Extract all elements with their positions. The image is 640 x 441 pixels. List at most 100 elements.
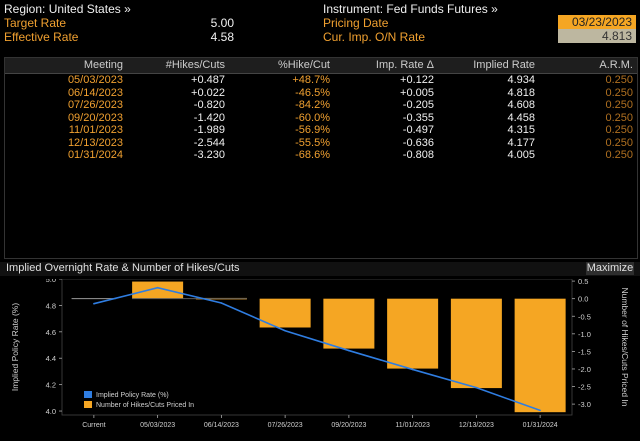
left-axis-tick-label: 4.2 bbox=[46, 381, 56, 390]
cell-meeting: 11/01/2023 bbox=[68, 124, 123, 136]
implied-rate-point bbox=[539, 409, 541, 412]
cell-meeting: 09/20/2023 bbox=[67, 111, 123, 124]
cell-implied-rate: 4.315 bbox=[507, 124, 535, 136]
cell-rate-delta: -0.355 bbox=[402, 111, 434, 124]
effective-rate-label: Effective Rate bbox=[4, 30, 79, 44]
cell-meeting: 06/14/2023 bbox=[67, 86, 123, 99]
legend-swatch-bars bbox=[84, 401, 92, 408]
implied-rate-point bbox=[220, 302, 223, 304]
right-axis-tick-label: -0.5 bbox=[578, 312, 591, 321]
x-axis-tick-label: 09/20/2023 bbox=[331, 422, 366, 429]
cell-pct: -56.9% bbox=[295, 124, 330, 136]
bar-hikes-cuts bbox=[514, 298, 566, 413]
cell-rate-delta: +0.122 bbox=[400, 74, 434, 86]
right-axis-tick-label: -1.5 bbox=[578, 347, 591, 356]
right-axis-tick-label: -1.0 bbox=[578, 330, 591, 339]
cell-rate-delta: +0.005 bbox=[400, 86, 434, 99]
maximize-button[interactable]: Maximize bbox=[586, 262, 634, 275]
bar-hikes-cuts bbox=[132, 281, 184, 299]
target-rate-value: 5.00 bbox=[210, 16, 234, 30]
cell-arm: 0.250 bbox=[605, 74, 633, 86]
x-axis-tick-label: 05/03/2023 bbox=[140, 422, 175, 429]
cell-pct: -68.6% bbox=[295, 149, 330, 161]
legend-label-bars: Number of Hikes/Cuts Priced In bbox=[96, 402, 194, 409]
cell-rate-delta: -0.636 bbox=[402, 136, 434, 149]
x-axis-tick-label: 01/31/2024 bbox=[523, 422, 558, 429]
cell-hikes: -2.544 bbox=[193, 136, 225, 149]
col-header-implied-rate[interactable]: Implied Rate bbox=[473, 59, 535, 71]
implied-rate-point bbox=[411, 368, 414, 371]
cell-arm: 0.250 bbox=[605, 86, 633, 99]
cell-meeting: 12/13/2023 bbox=[67, 136, 123, 149]
cell-hikes: +0.487 bbox=[191, 74, 225, 86]
cell-rate-delta: -0.808 bbox=[402, 149, 434, 161]
cell-arm: 0.250 bbox=[605, 124, 633, 136]
left-axis-tick-label: 4.6 bbox=[46, 328, 56, 337]
cur-imp-rate-label: Cur. Imp. O/N Rate bbox=[323, 30, 426, 44]
cell-meeting: 07/26/2023 bbox=[67, 99, 123, 111]
table-row[interactable]: 05/03/2023 +0.487 +48.7% +0.122 4.934 0.250 bbox=[5, 74, 637, 86]
cell-rate-delta: -0.497 bbox=[402, 124, 434, 136]
table-row[interactable]: 11/01/2023 -1.989 -56.9% -0.497 4.315 0.250 bbox=[5, 124, 637, 136]
cell-hikes: -3.230 bbox=[193, 149, 225, 161]
cell-hikes: -0.820 bbox=[193, 99, 225, 111]
meetings-table: Meeting #Hikes/Cuts %Hike/Cut Imp. Rate … bbox=[4, 57, 638, 259]
table-row[interactable]: 12/13/2023 -2.544 -55.5% -0.636 4.177 0.250 bbox=[5, 137, 637, 149]
x-axis-tick-label: 07/26/2023 bbox=[268, 422, 303, 429]
x-axis-tick-label: 12/13/2023 bbox=[459, 422, 494, 429]
x-axis-tick-label: 06/14/2023 bbox=[204, 422, 239, 429]
cell-arm: 0.250 bbox=[605, 149, 633, 161]
legend-swatch-line bbox=[84, 391, 92, 398]
cur-imp-rate-value: 4.813 bbox=[558, 29, 636, 43]
rate-chart: 4.0 4.2 4.4 4.6 4.8 5.0 0.5 0.0 -0.5 -1.0 -1.5 -2.0… bbox=[10, 279, 630, 429]
right-axis-tick-label: 0.5 bbox=[578, 279, 588, 286]
table-row[interactable]: 06/14/2023 +0.022 -46.5% +0.005 4.818 0.250 bbox=[5, 87, 637, 99]
col-header-meeting[interactable]: Meeting bbox=[83, 59, 123, 71]
col-header-rate-delta[interactable]: Imp. Rate Δ bbox=[375, 59, 434, 71]
x-axis-tick-label: 11/01/2023 bbox=[395, 422, 430, 429]
left-axis-tick-label: 4.4 bbox=[46, 354, 56, 363]
cell-meeting: 05/03/2023 bbox=[67, 74, 123, 86]
col-header-arm[interactable]: A.R.M. bbox=[599, 59, 633, 71]
cell-pct: -60.0% bbox=[295, 111, 330, 124]
cell-rate-delta: -0.205 bbox=[402, 99, 434, 111]
chart-title-bar bbox=[0, 262, 640, 276]
cell-hikes: -1.989 bbox=[193, 124, 225, 136]
cell-implied-rate: 4.934 bbox=[507, 74, 535, 86]
cell-pct: -84.2% bbox=[295, 99, 330, 111]
cell-pct: -55.5% bbox=[295, 136, 330, 149]
pricing-date-label: Pricing Date bbox=[323, 16, 389, 30]
table-row[interactable]: 01/31/2024 -3.230 -68.6% -0.808 4.005 0.250 bbox=[5, 149, 637, 161]
right-axis-title: Number of Hikes/Cuts Priced In bbox=[620, 287, 630, 406]
target-rate-label: Target Rate bbox=[4, 16, 67, 30]
cell-arm: 0.250 bbox=[605, 99, 633, 111]
cell-implied-rate: 4.177 bbox=[507, 136, 535, 149]
implied-rate-point bbox=[93, 302, 95, 305]
col-header-hikes[interactable]: #Hikes/Cuts bbox=[165, 59, 225, 71]
pricing-date-input[interactable]: 03/23/2023 bbox=[558, 15, 636, 30]
table-row[interactable]: 07/26/2023 -0.820 -84.2% -0.205 4.608 0.250 bbox=[5, 99, 637, 111]
col-header-pct[interactable]: %Hike/Cut bbox=[278, 59, 330, 71]
cell-implied-rate: 4.608 bbox=[507, 99, 535, 111]
cell-implied-rate: 4.005 bbox=[507, 149, 535, 161]
instrument-selector[interactable]: Instrument: Fed Funds Futures » bbox=[323, 2, 498, 16]
right-axis-tick-label: -2.0 bbox=[578, 365, 591, 374]
effective-rate-value: 4.58 bbox=[210, 30, 234, 44]
right-axis-tick-label: 0.0 bbox=[578, 295, 588, 304]
implied-rate-line bbox=[93, 286, 541, 412]
table-header-row: Meeting #Hikes/Cuts %Hike/Cut Imp. Rate … bbox=[5, 58, 637, 74]
bar-hikes-cuts bbox=[450, 298, 502, 389]
cell-implied-rate: 4.458 bbox=[507, 111, 535, 124]
cell-hikes: -1.420 bbox=[193, 111, 225, 124]
table-row[interactable]: 09/20/2023 -1.420 -60.0% -0.355 4.458 0.250 bbox=[5, 112, 637, 124]
left-axis-tick-label: 4.8 bbox=[46, 301, 56, 310]
left-axis-tick-label: 4.0 bbox=[46, 407, 56, 416]
legend-label-line: Implied Policy Rate (%) bbox=[96, 392, 169, 399]
cell-pct: -46.5% bbox=[295, 86, 330, 99]
right-axis-tick-label: -2.5 bbox=[578, 383, 591, 392]
right-axis-tick-label: -3.0 bbox=[578, 400, 591, 409]
bar-hikes-cuts bbox=[387, 298, 439, 369]
cell-meeting: 01/31/2024 bbox=[67, 149, 123, 161]
region-selector[interactable]: Region: United States » bbox=[4, 2, 131, 16]
cell-pct: +48.7% bbox=[292, 74, 330, 86]
